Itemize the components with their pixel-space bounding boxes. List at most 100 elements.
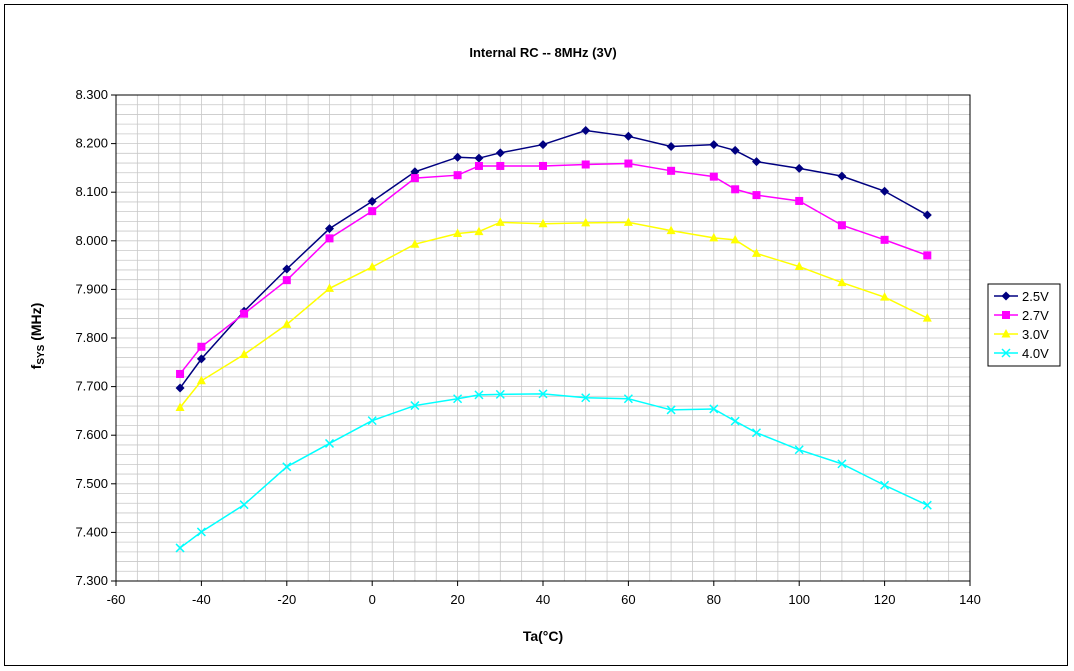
data-point <box>538 140 548 150</box>
legend-marker <box>1001 291 1011 301</box>
data-point <box>922 210 932 220</box>
data-point <box>794 445 804 455</box>
data-point <box>795 196 804 205</box>
series-3.0V <box>175 217 932 411</box>
data-point <box>539 161 547 170</box>
data-point <box>453 152 463 162</box>
legend-item: 2.5V <box>994 289 1049 304</box>
data-point <box>730 234 740 244</box>
data-point <box>880 186 890 196</box>
data-point <box>667 166 676 175</box>
series-2.5V <box>175 125 932 393</box>
data-point <box>175 543 185 553</box>
y-axis-label-subscript: SYS <box>36 344 47 364</box>
data-point <box>175 402 185 411</box>
data-point <box>623 131 633 141</box>
x-tick-label: -20 <box>277 592 296 607</box>
legend-item: 2.7V <box>994 308 1049 323</box>
y-tick-label: 7.300 <box>75 573 108 588</box>
data-point <box>453 171 462 180</box>
data-point <box>495 217 505 226</box>
x-tick-label: 80 <box>707 592 721 607</box>
data-point <box>752 157 761 167</box>
data-point <box>367 416 377 426</box>
y-tick-label: 8.200 <box>75 136 108 151</box>
data-point <box>538 389 548 399</box>
x-tick-label: 120 <box>874 592 896 607</box>
series-layer <box>175 125 932 553</box>
series-line <box>179 129 928 389</box>
legend-label: 3.0V <box>1022 327 1049 342</box>
data-point <box>474 226 484 236</box>
y-tick-label: 7.800 <box>75 330 108 345</box>
legend-label: 4.0V <box>1022 346 1049 361</box>
data-point <box>325 224 334 234</box>
data-point <box>495 389 505 399</box>
legend-marker <box>1001 348 1011 358</box>
data-point <box>752 191 761 200</box>
y-tick-label: 8.300 <box>75 87 108 102</box>
data-point <box>367 262 377 271</box>
legend: 2.5V 2.7V 3.0V 4.0V <box>987 283 1061 367</box>
data-point <box>410 174 419 183</box>
series-line <box>179 221 928 408</box>
series-4.0V <box>175 389 932 553</box>
data-point <box>880 235 889 244</box>
data-point <box>581 217 591 227</box>
data-point <box>282 319 292 328</box>
data-point <box>282 264 292 274</box>
data-point <box>794 261 804 271</box>
data-point <box>474 390 484 400</box>
data-point <box>922 313 932 322</box>
data-point <box>730 416 740 426</box>
legend-marker <box>1001 329 1011 338</box>
data-point <box>367 196 377 206</box>
y-tick-label: 7.500 <box>75 476 108 491</box>
data-point <box>240 309 249 318</box>
x-tick-label: -40 <box>192 592 211 607</box>
y-tick-label: 7.700 <box>75 379 108 394</box>
legend-item: 4.0V <box>994 346 1049 361</box>
data-point <box>239 500 249 510</box>
data-point <box>453 228 463 238</box>
y-tick-label: 8.100 <box>75 184 108 199</box>
data-point <box>837 221 846 230</box>
series-2.7V <box>176 159 932 378</box>
x-tick-label: 40 <box>536 592 550 607</box>
data-point <box>368 207 377 216</box>
x-tick-label: -60 <box>107 592 126 607</box>
data-point <box>751 428 762 438</box>
legend-label: 2.7V <box>1022 308 1049 323</box>
data-point <box>666 225 676 235</box>
data-point <box>410 167 420 177</box>
data-point <box>324 438 335 448</box>
x-tick-label: 100 <box>788 592 810 607</box>
data-point <box>538 218 548 228</box>
data-point <box>196 354 206 364</box>
data-point <box>325 283 334 292</box>
x-tick-label: 60 <box>621 592 635 607</box>
data-point <box>410 239 420 248</box>
data-point <box>923 251 932 260</box>
y-axis-ticks: 7.300 7.400 7.500 7.600 7.700 7.800 7.900 8.000… <box>75 87 116 588</box>
data-point <box>666 405 676 415</box>
data-point <box>752 248 761 257</box>
chart-title: Internal RC -- 8MHz (3V) <box>469 45 616 60</box>
data-point <box>922 500 932 510</box>
y-tick-label: 7.400 <box>75 524 108 539</box>
data-point <box>581 393 591 403</box>
data-point <box>837 277 847 287</box>
data-point <box>709 172 718 181</box>
data-point <box>581 160 590 169</box>
x-axis-label: Ta(°C) <box>523 628 563 644</box>
legend-item: 3.0V <box>994 327 1049 342</box>
data-point <box>880 292 890 301</box>
y-tick-label: 7.900 <box>75 281 108 296</box>
x-axis-ticks: -60 -40 -20 0 20 40 60 80 100 120 140 <box>107 581 981 607</box>
data-point <box>880 480 890 490</box>
data-point <box>623 217 633 226</box>
data-point <box>709 404 719 414</box>
data-point <box>196 375 206 385</box>
data-point <box>453 394 463 404</box>
